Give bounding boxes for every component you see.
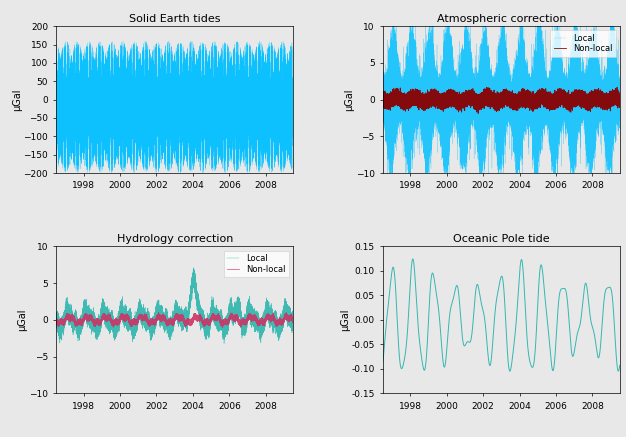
Title: Oceanic Pole tide: Oceanic Pole tide [453,234,550,244]
Line: Local: Local [56,268,293,343]
Local [555,105,563,111]
Local [508,101,515,107]
Legend: Local, Non-local: Local, Non-local [223,251,289,277]
Non-local [228,314,236,319]
Local [379,104,387,109]
Non-local [143,315,151,320]
Local [220,341,228,346]
Local [69,324,76,329]
Local [181,308,188,313]
Local [110,324,117,329]
Non-local [195,313,203,319]
Y-axis label: μGal: μGal [18,309,28,331]
Non-local [508,103,515,108]
Local [53,324,60,329]
Local [228,314,236,319]
Y-axis label: μGal: μGal [340,309,350,331]
Non-local [555,102,562,108]
Local [436,94,444,99]
Local [190,265,198,271]
Non-local [613,85,621,90]
Local [470,88,478,94]
Non-local [69,316,76,321]
Y-axis label: μGal: μGal [12,88,22,111]
Line: Non-local: Non-local [383,87,620,114]
Non-local [616,98,623,103]
Local [616,90,623,95]
Non-local [155,310,162,315]
Non-local [110,322,117,327]
Y-axis label: μGal: μGal [344,88,354,111]
Local [426,211,433,216]
Local [396,83,403,88]
Local [522,99,530,104]
Non-local [289,320,297,325]
Title: Hydrology correction: Hydrology correction [116,234,233,244]
Title: Solid Earth tides: Solid Earth tides [129,14,220,24]
Legend: Local, Non-local: Local, Non-local [550,31,615,57]
Non-local [470,97,478,102]
Line: Non-local: Non-local [56,312,293,328]
Local [195,311,203,316]
Non-local [522,95,530,101]
Non-local [53,319,60,325]
Local [143,315,151,320]
Non-local [218,325,226,330]
Non-local [436,100,444,105]
Non-local [181,319,188,324]
Title: Atmospheric correction: Atmospheric correction [436,14,566,24]
Non-local [475,111,482,116]
Local [289,318,297,323]
Line: Local: Local [383,0,620,213]
Non-local [396,100,403,105]
Non-local [379,98,387,103]
